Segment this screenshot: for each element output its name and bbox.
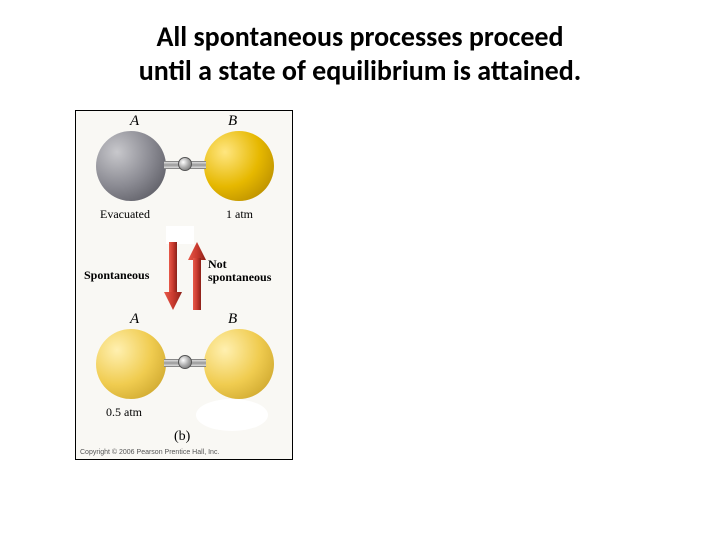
- valve-top-icon: [178, 157, 192, 171]
- flask-a-bottom-icon: [96, 329, 166, 399]
- flask-a-top-icon: [96, 131, 166, 201]
- copyright-text: Copyright © 2006 Pearson Prentice Hall, …: [80, 449, 219, 456]
- arrow-up-icon: [188, 242, 206, 310]
- flask-a-bottom-label: A: [130, 311, 139, 328]
- title-line-2: until a state of equilibrium is attained…: [139, 53, 582, 88]
- spontaneous-label: Spontaneous: [84, 268, 149, 283]
- flask-b-top-label: B: [228, 113, 237, 130]
- panel-label: (b): [174, 429, 190, 445]
- flask-a-bottom-state: 0.5 atm: [106, 405, 142, 420]
- flask-b-top-icon: [204, 131, 274, 201]
- arrows-section: Spontaneous Not spontaneous: [76, 236, 292, 316]
- arrow-down-icon: [164, 242, 182, 310]
- flask-b-bottom-label: B: [228, 311, 237, 328]
- title-line-1: All spontaneous processes proceed: [156, 19, 563, 54]
- flask-b-bottom-icon: [204, 329, 274, 399]
- flask-a-top-label: A: [130, 113, 139, 130]
- flask-b-top-state: 1 atm: [226, 207, 253, 222]
- valve-bottom-icon: [178, 355, 192, 369]
- not-spontaneous-label: Not spontaneous: [208, 258, 271, 284]
- top-flask-pair: A B Evacuated 1 atm: [76, 111, 292, 231]
- page-title: All spontaneous processes proceed until …: [0, 20, 720, 87]
- white-balloon-overlay: [196, 399, 268, 431]
- gas-expansion-diagram: A B Evacuated 1 atm Spontaneous Not spon…: [75, 110, 293, 460]
- flask-a-top-state: Evacuated: [100, 207, 150, 222]
